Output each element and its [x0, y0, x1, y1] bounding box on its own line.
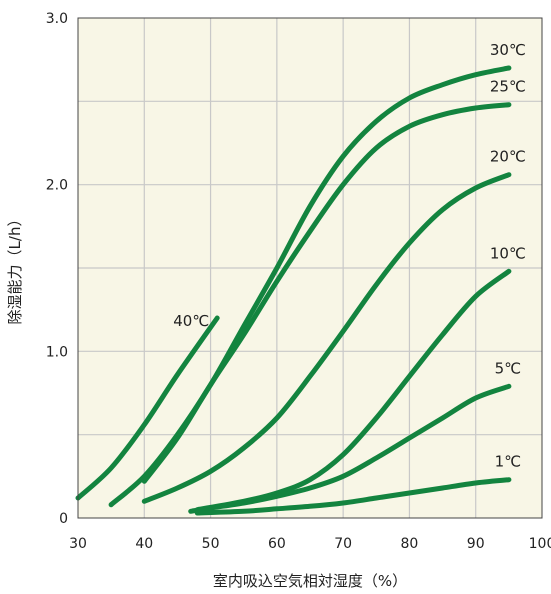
- plot-frame: [77, 17, 543, 519]
- series-line-20c: [141, 172, 512, 504]
- x-tick-label: 80: [401, 536, 419, 552]
- series-label-30c: 30℃: [490, 41, 526, 59]
- x-tick-label: 30: [69, 536, 87, 552]
- series-labels: 30℃ 25℃ 20℃ 10℃ 5℃ 1℃ 40℃: [173, 41, 526, 471]
- y-tick-label: 1.0: [46, 344, 68, 360]
- series-label-25c: 25℃: [490, 78, 526, 96]
- x-axis-label: 室内吸込空気相対湿度（%）: [213, 572, 407, 590]
- series-line-5c: [188, 383, 512, 514]
- series-label-10c: 10℃: [490, 244, 526, 262]
- x-tick-label: 100: [529, 536, 551, 552]
- y-tick-label: 2.0: [46, 178, 68, 194]
- x-tick-label: 40: [135, 536, 153, 552]
- x-tick-label: 90: [467, 536, 485, 552]
- series-line-25c: [141, 102, 512, 484]
- series-line-40c: [75, 315, 220, 501]
- x-tick-label: 50: [202, 536, 220, 552]
- series-label-5c: 5℃: [495, 359, 521, 377]
- series-label-40c: 40℃: [173, 312, 209, 330]
- y-tick-label: 0: [59, 511, 68, 527]
- series-lines: [75, 65, 512, 516]
- x-tick-label: 70: [334, 536, 352, 552]
- series-line-1c: [194, 477, 512, 516]
- x-tick-label: 60: [268, 536, 286, 552]
- series-label-1c: 1℃: [495, 453, 521, 471]
- series-label-20c: 20℃: [490, 148, 526, 166]
- y-tick-label: 3.0: [46, 11, 68, 27]
- x-tick-labels: 30 40 50 60 70 80 90 100: [69, 536, 551, 552]
- y-tick-labels: 0 1.0 2.0 3.0: [46, 11, 68, 527]
- y-axis-label: 除湿能力（L/h）: [6, 212, 24, 325]
